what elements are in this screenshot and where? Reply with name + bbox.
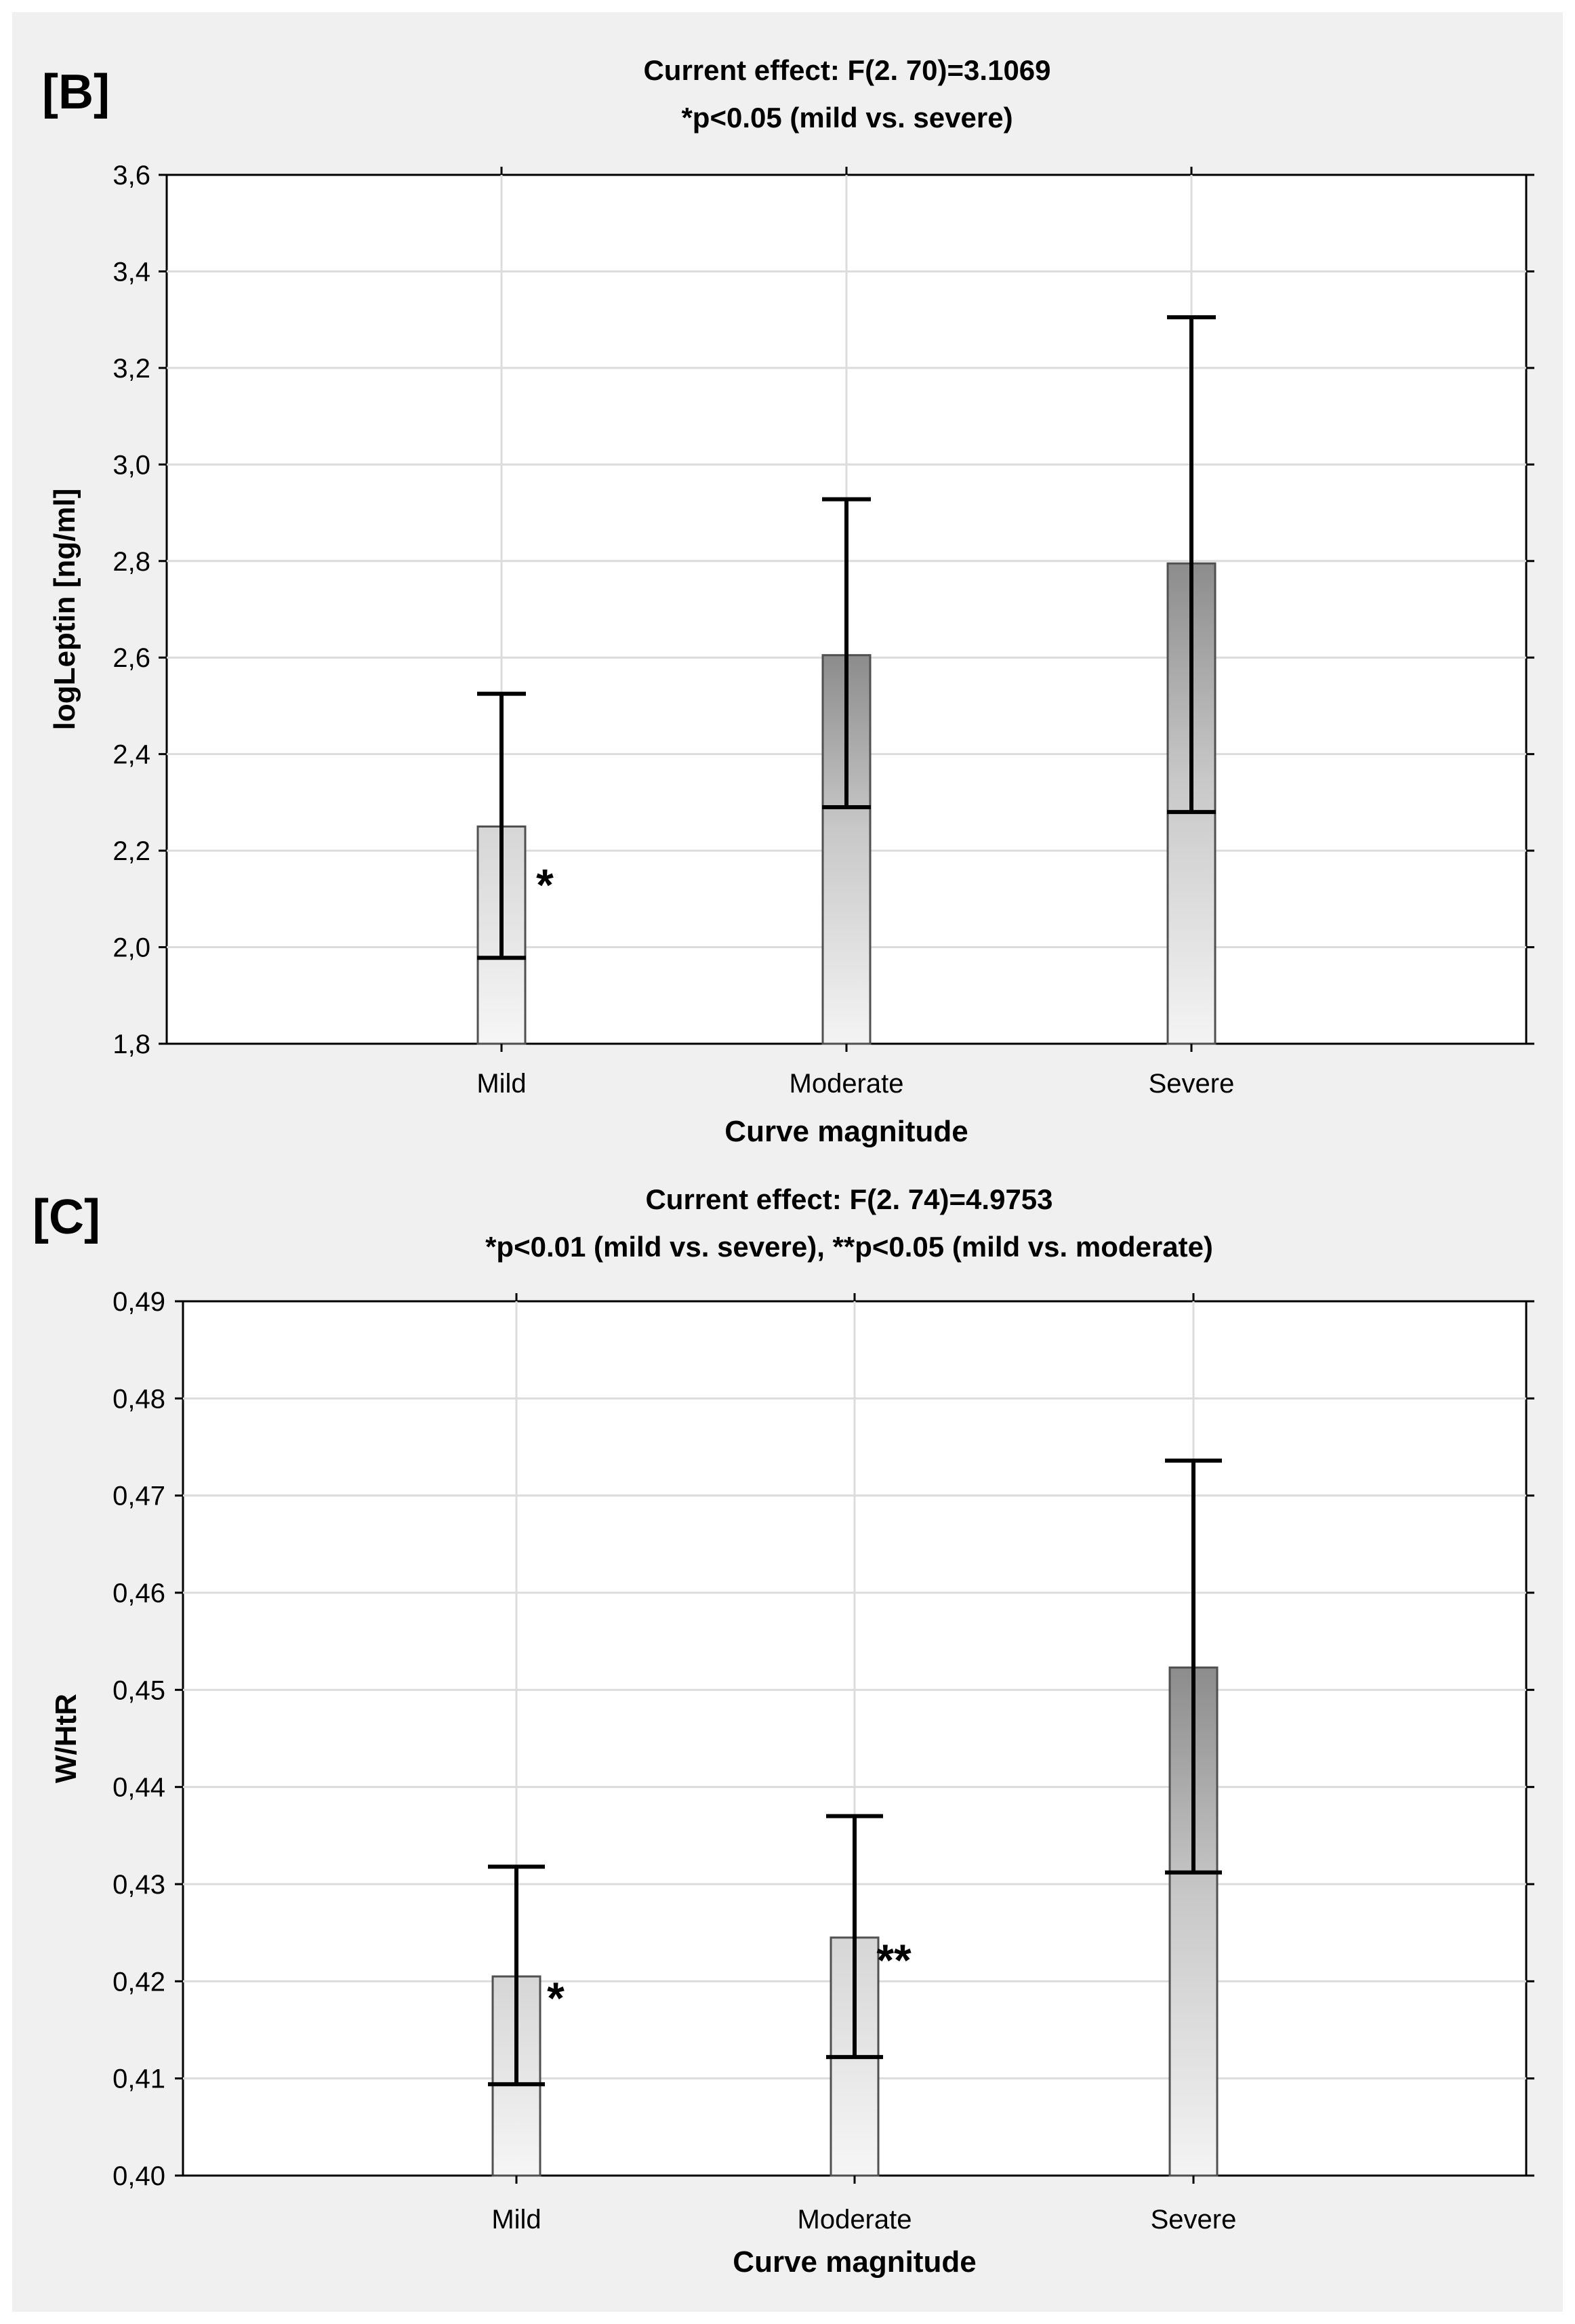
y-tick-label: 0,44: [112, 1773, 165, 1803]
panel-c-y-axis: 0,40 0,41 0,42 0,43 0,44 0,45 0,46 0,47 0,48 0,49: [112, 1287, 1534, 2191]
y-tick-label: 0,42: [112, 1967, 165, 1997]
panel-b-subtitle: *p<0.05 (mild vs. severe): [681, 102, 1012, 134]
panel-c-x-axis: Mild Moderate Severe: [491, 1293, 1236, 2235]
y-tick-label: 1,8: [112, 1030, 150, 1059]
panel-b-bars: *: [476, 315, 1216, 1045]
y-tick-label: 3,0: [112, 450, 150, 480]
y-tick-label: 2,6: [112, 643, 150, 673]
y-tick-label: 0,47: [112, 1482, 165, 1511]
significance-marker: *: [547, 1973, 565, 2023]
x-tick-label: Moderate: [798, 2205, 912, 2235]
panel-c-subtitle: *p<0.01 (mild vs. severe), **p<0.05 (mil…: [485, 1231, 1213, 1263]
panel-b-y-axis: 1,8 2,0 2,2 2,4 2,6 2,8 3,0 3,2 3,4 3,6: [112, 161, 1534, 1059]
panel-b-label: [B]: [42, 65, 110, 119]
x-tick-label: Severe: [1151, 2205, 1237, 2235]
panel-c-bars: ***: [488, 1459, 1222, 2177]
panel-b: [B] Current effect: F(2. 70)=3.1069 *p<0…: [12, 12, 1563, 1164]
y-tick-label: 0,40: [112, 2161, 165, 2191]
significance-marker: *: [536, 860, 554, 910]
y-tick-label: 0,46: [112, 1578, 165, 1608]
panel-b-x-axis-title: Curve magnitude: [724, 1115, 968, 1148]
x-tick-label: Mild: [491, 2205, 541, 2235]
panel-b-y-axis-title: logLeptin [ng/ml]: [48, 489, 81, 731]
y-tick-label: 0,45: [112, 1675, 165, 1705]
y-tick-label: 2,8: [112, 547, 150, 577]
panel-c-label: [C]: [33, 1190, 100, 1244]
y-tick-label: 0,43: [112, 1870, 165, 1900]
x-tick-label: Mild: [476, 1069, 526, 1099]
significance-marker: **: [876, 1935, 912, 1985]
x-tick-label: Moderate: [790, 1069, 904, 1099]
panel-c-title: Current effect: F(2. 74)=4.9753: [645, 1183, 1052, 1215]
y-tick-label: 3,6: [112, 161, 150, 190]
x-tick-label: Severe: [1149, 1069, 1235, 1099]
panel-b-x-axis: Mild Moderate Severe: [476, 167, 1234, 1099]
y-tick-label: 3,4: [112, 257, 150, 287]
panel-c-x-axis-title: Curve magnitude: [733, 2245, 976, 2279]
y-tick-label: 0,48: [112, 1384, 165, 1414]
y-tick-label: 3,2: [112, 354, 150, 384]
y-tick-label: 0,49: [112, 1287, 165, 1317]
y-tick-label: 2,2: [112, 836, 150, 866]
y-tick-label: 2,4: [112, 740, 150, 770]
y-tick-label: 0,41: [112, 2064, 165, 2094]
panel-b-title: Current effect: F(2. 70)=3.1069: [643, 54, 1050, 86]
y-tick-label: 2,0: [112, 933, 150, 963]
panel-c: [C] Current effect: F(2. 74)=4.9753 *p<0…: [12, 1164, 1563, 2312]
panel-c-y-axis-title: W/HtR: [49, 1694, 83, 1783]
